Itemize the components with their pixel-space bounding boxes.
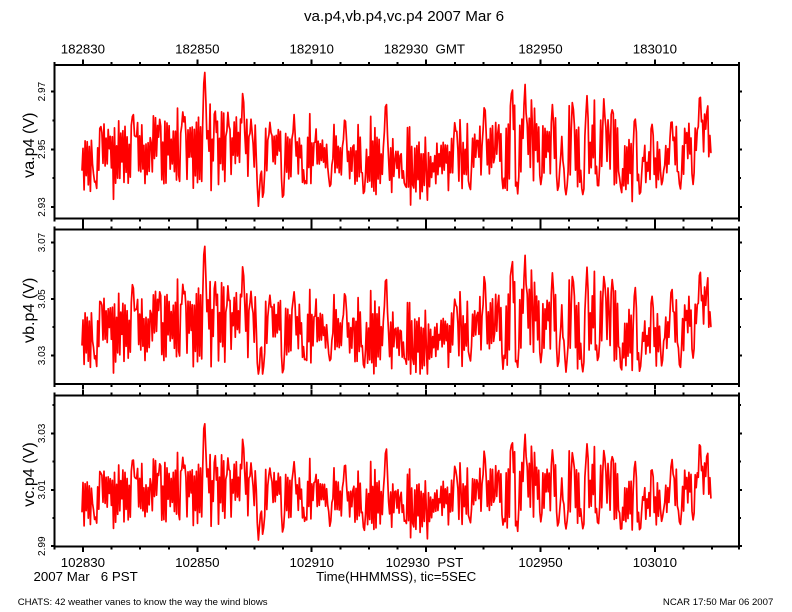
svg-text:183010: 183010 [633, 41, 677, 56]
svg-text:2.97: 2.97 [37, 81, 48, 101]
svg-text:3.05: 3.05 [37, 289, 48, 309]
svg-text:182850: 182850 [175, 41, 219, 56]
svg-text:182830: 182830 [61, 41, 105, 56]
svg-text:182950: 182950 [518, 41, 562, 56]
svg-text:2.99: 2.99 [37, 536, 48, 556]
svg-text:2007 Mar 6 PST: 2007 Mar 6 PST [34, 569, 138, 584]
svg-text:NCAR 17:50 Mar 06 2007: NCAR 17:50 Mar 06 2007 [663, 597, 773, 608]
svg-text:vb.p4 (V): vb.p4 (V) [20, 278, 38, 343]
svg-text:102910: 102910 [290, 555, 334, 570]
svg-text:va.p4 (V): va.p4 (V) [20, 113, 38, 178]
svg-text:3.07: 3.07 [37, 232, 48, 252]
svg-text:3.03: 3.03 [37, 423, 48, 443]
svg-text:182930 GMT: 182930 GMT [384, 41, 465, 56]
svg-text:103010: 103010 [633, 555, 677, 570]
svg-text:CHATS: 42 weather vanes to kno: CHATS: 42 weather vanes to know the way … [18, 597, 268, 608]
svg-text:102930 PST: 102930 PST [386, 555, 464, 570]
svg-text:102850: 102850 [175, 555, 219, 570]
svg-text:2.95: 2.95 [37, 139, 48, 159]
svg-text:vc.p4 (V): vc.p4 (V) [20, 442, 38, 506]
svg-text:182910: 182910 [290, 41, 334, 56]
svg-text:102950: 102950 [518, 555, 562, 570]
svg-text:2.93: 2.93 [37, 197, 48, 217]
svg-text:3.03: 3.03 [37, 345, 48, 365]
svg-text:102830: 102830 [61, 555, 105, 570]
svg-text:Time(HHMMSS), tic=5SEC: Time(HHMMSS), tic=5SEC [316, 569, 477, 584]
svg-text:va.p4,vb.p4,vc.p4 2007 Mar 6: va.p4,vb.p4,vc.p4 2007 Mar 6 [304, 8, 504, 25]
svg-text:3.01: 3.01 [37, 480, 48, 500]
